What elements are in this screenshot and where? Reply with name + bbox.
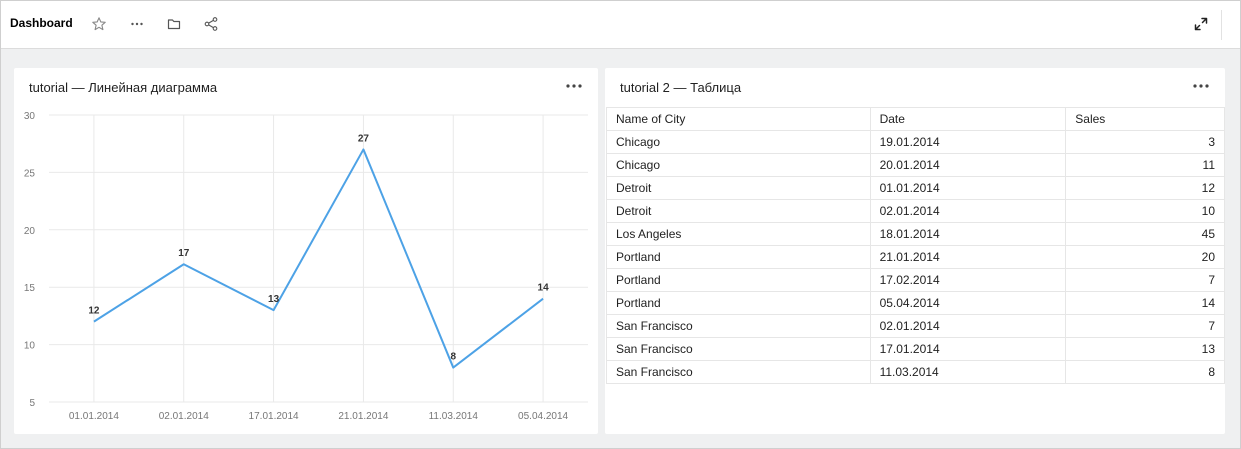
column-header-sales[interactable]: Sales: [1065, 107, 1225, 131]
sales-cell: 3: [1065, 130, 1225, 154]
series-line: [93, 148, 544, 369]
city-cell: San Francisco: [606, 314, 871, 338]
city-cell: San Francisco: [606, 337, 871, 361]
date-cell: 18.01.2014: [869, 222, 1067, 246]
city-cell: Detroit: [606, 199, 871, 223]
x-tick-label: 02.01.2014: [159, 411, 209, 422]
more-icon: [566, 84, 582, 88]
x-tick-label: 11.03.2014: [429, 411, 479, 422]
table-row: Portland 17.02.2014 7: [606, 268, 1225, 292]
table-row: San Francisco 11.03.2014 8: [606, 360, 1225, 384]
table-header-row: Name of City Date Sales: [606, 107, 1225, 131]
table-row: Chicago 19.01.2014 3: [606, 130, 1225, 154]
chart-widget-menu-button[interactable]: [563, 78, 585, 94]
date-cell: 02.01.2014: [869, 314, 1067, 338]
y-tick-label: 15: [24, 283, 36, 294]
sales-cell: 12: [1065, 176, 1225, 200]
sales-cell: 7: [1065, 314, 1225, 338]
date-cell: 17.02.2014: [869, 268, 1067, 292]
table-widget-title: tutorial 2 — Таблица: [620, 80, 742, 95]
date-cell: 11.03.2014: [869, 360, 1067, 384]
date-cell: 21.01.2014: [869, 245, 1067, 269]
city-cell: Detroit: [606, 176, 871, 200]
table-row: Chicago 20.01.2014 11: [606, 153, 1225, 177]
y-tick-label: 20: [24, 226, 36, 237]
table-row: Portland 21.01.2014 20: [606, 245, 1225, 269]
line-chart: 5 10 15 20 25 30 01.01.2014 02.01.2014 17.01.201…: [24, 111, 588, 422]
y-tick-label: 30: [24, 111, 36, 122]
toolbar-divider: [1221, 10, 1222, 40]
chart-widget-title: tutorial — Линейная диаграмма: [29, 80, 218, 95]
sales-cell: 8: [1065, 360, 1225, 384]
city-cell: Portland: [606, 268, 871, 292]
sales-table: Name of City Date Sales Chicago 19.01.201…: [606, 107, 1225, 384]
date-cell: 20.01.2014: [869, 153, 1067, 177]
table-widget-menu-button[interactable]: [1190, 78, 1212, 94]
date-cell: 17.01.2014: [869, 337, 1067, 361]
line-chart-widget: tutorial — Линейная диаграмма 5 10 15 20 25 3…: [14, 68, 598, 434]
sales-cell: 14: [1065, 291, 1225, 315]
table-row: Detroit 02.01.2014 10: [606, 199, 1225, 223]
sales-cell: 13: [1065, 337, 1225, 361]
x-tick-label: 05.04.2014: [518, 411, 568, 422]
dashboard-title: Dashboard: [10, 16, 73, 30]
data-label: 13: [268, 294, 280, 305]
city-cell: Chicago: [606, 153, 871, 177]
table-row: Detroit 01.01.2014 12: [606, 176, 1225, 200]
table-row: Portland 05.04.2014 14: [606, 291, 1225, 315]
data-label: 27: [358, 133, 370, 144]
share-icon[interactable]: [202, 15, 220, 33]
city-cell: Portland: [606, 245, 871, 269]
more-icon: [1193, 84, 1209, 88]
y-tick-label: 10: [24, 341, 36, 352]
sales-cell: 7: [1065, 268, 1225, 292]
date-cell: 02.01.2014: [869, 199, 1067, 223]
folder-icon[interactable]: [165, 15, 183, 33]
city-cell: Portland: [606, 291, 871, 315]
data-label: 14: [538, 283, 550, 294]
table-row: San Francisco 02.01.2014 7: [606, 314, 1225, 338]
more-icon[interactable]: [128, 15, 146, 33]
y-tick-label: 25: [24, 168, 36, 179]
city-cell: Chicago: [606, 130, 871, 154]
data-label: 17: [178, 248, 190, 259]
top-bar: Dashboard: [1, 1, 1240, 49]
x-tick-label: 17.01.2014: [249, 411, 299, 422]
fullscreen-icon[interactable]: [1192, 15, 1210, 33]
column-header-city[interactable]: Name of City: [606, 107, 871, 131]
column-header-date[interactable]: Date: [869, 107, 1067, 131]
table-row: Los Angeles 18.01.2014 45: [606, 222, 1225, 246]
table-row: San Francisco 17.01.2014 13: [606, 337, 1225, 361]
sales-cell: 20: [1065, 245, 1225, 269]
date-cell: 19.01.2014: [869, 130, 1067, 154]
y-tick-label: 5: [29, 398, 35, 409]
sales-cell: 10: [1065, 199, 1225, 223]
sales-cell: 45: [1065, 222, 1225, 246]
star-icon[interactable]: [90, 15, 108, 33]
city-cell: Los Angeles: [606, 222, 871, 246]
data-label: 12: [88, 306, 100, 317]
x-tick-label: 21.01.2014: [338, 411, 388, 422]
data-label: 8: [450, 352, 456, 363]
date-cell: 05.04.2014: [869, 291, 1067, 315]
city-cell: San Francisco: [606, 360, 871, 384]
sales-cell: 11: [1065, 153, 1225, 177]
date-cell: 01.01.2014: [869, 176, 1067, 200]
table-widget: tutorial 2 — Таблица Name of City Date S…: [605, 68, 1225, 434]
x-tick-label: 01.01.2014: [69, 411, 119, 422]
